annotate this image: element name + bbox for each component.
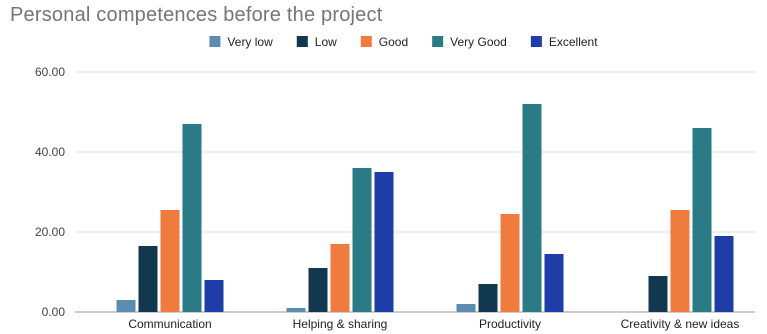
legend-swatch [360,36,372,47]
legend-swatch [432,36,444,47]
y-tick-label: 0.00 [42,305,66,319]
bar-excellent [374,172,394,312]
y-tick-label: 60.00 [35,65,65,79]
bar-low [138,246,158,312]
bar-excellent [714,236,734,312]
bar-good [670,210,690,312]
legend-label: Low [315,35,337,49]
bar-low [648,276,668,312]
bar-good [160,210,180,312]
bar-excellent [544,254,564,312]
bar-excellent [204,280,224,312]
y-tick-label: 40.00 [35,145,65,159]
x-category-label: Creativity & new ideas [621,317,740,331]
bar-low [308,268,328,312]
bar-good [500,214,520,312]
bar-very-good [182,124,202,312]
legend-label: Good [379,35,408,49]
legend-label: Excellent [549,35,598,49]
x-category-label: Communication [128,317,211,331]
legend-label: Very Good [450,35,507,49]
x-category-label: Productivity [479,317,541,331]
chart-title: Personal competences before the project [10,4,383,26]
legend-label: Very low [227,35,273,49]
bar-very-good [522,104,542,312]
legend-swatch [296,36,308,47]
bar-good [330,244,350,312]
bar-very-low [116,300,136,312]
bar-very-low [456,304,476,312]
bar-very-good [692,128,712,312]
y-tick-label: 20.00 [35,225,65,239]
bar-very-low [286,308,306,312]
bar-low [478,284,498,312]
x-category-label: Helping & sharing [293,317,388,331]
legend-swatch [209,36,221,47]
legend-swatch [530,36,542,47]
bar-very-good [352,168,372,312]
